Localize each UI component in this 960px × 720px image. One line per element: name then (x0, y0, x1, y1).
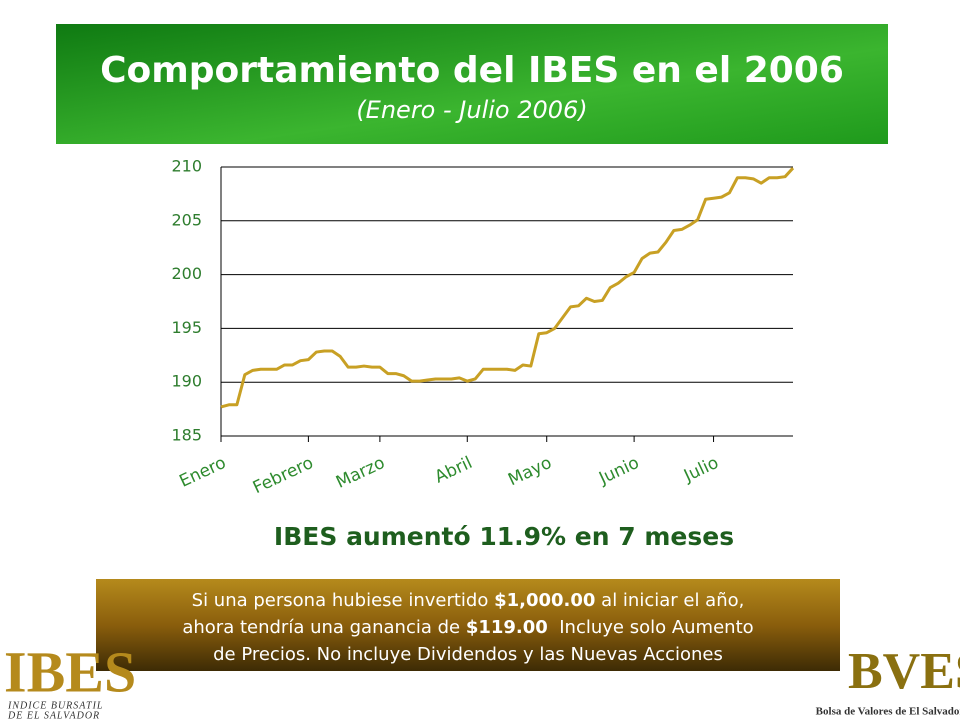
note-amount: $1,000.00 (494, 590, 595, 611)
y-tick-label: 205 (171, 210, 202, 229)
y-tick-label: 190 (171, 372, 202, 391)
x-tick-label: Febrero (250, 453, 317, 498)
chart-title: Comportamiento del IBES en el 2006 (100, 50, 844, 91)
chart-subtitle: (Enero - Julio 2006) (356, 96, 587, 124)
x-tick-label: Enero (176, 453, 229, 492)
y-tick-label: 195 (171, 318, 202, 337)
x-tick-label: Julio (680, 453, 722, 487)
note-amount: $119.00 (466, 617, 548, 638)
note-text: Incluye solo Aumento (548, 617, 754, 638)
logo-bves: BVES (848, 643, 960, 700)
x-tick-label: Marzo (333, 453, 388, 493)
plot: 185 190 195 200 205 210 Enero Febrero Marzo Abril… (171, 157, 795, 498)
note-text: de Precios. No incluye Dividendos y las … (213, 644, 723, 665)
note-text: al iniciar el año, (595, 590, 744, 611)
logo-caption: Bolsa de Valores de El Salvador (816, 706, 960, 718)
x-tick-label: Junio (595, 453, 642, 489)
x-tick-label: Mayo (505, 453, 555, 490)
line-series (220, 167, 795, 409)
x-tick-label: Abril (432, 453, 476, 488)
logo-caption: INDICE BURSATIL (7, 700, 103, 711)
note: Si una persona hubiese invertido $1,000.… (182, 590, 753, 665)
title-banner (56, 24, 888, 144)
note-line: Si una persona hubiese invertido $1,000.… (192, 590, 745, 611)
headline: IBES aumentó 11.9% en 7 meses (274, 522, 734, 551)
y-tick-label: 210 (171, 157, 202, 176)
logo-left: IBES INDICE BURSATIL DE EL SALVADOR (4, 639, 136, 720)
note-line: de Precios. No incluye Dividendos y las … (213, 644, 723, 665)
note-text: ahora tendría una ganancia de (182, 617, 465, 638)
logo-ibes: IBES (4, 639, 136, 704)
y-tick-label: 185 (171, 426, 202, 445)
logo-caption: DE EL SALVADOR (7, 710, 100, 720)
note-text: Si una persona hubiese invertido (192, 590, 494, 611)
note-line: ahora tendría una ganancia de $119.00 In… (182, 617, 753, 638)
logo-right: BVES Bolsa de Valores de El Salvador (816, 643, 960, 718)
note-box (96, 579, 840, 671)
y-tick-label: 200 (171, 264, 202, 283)
